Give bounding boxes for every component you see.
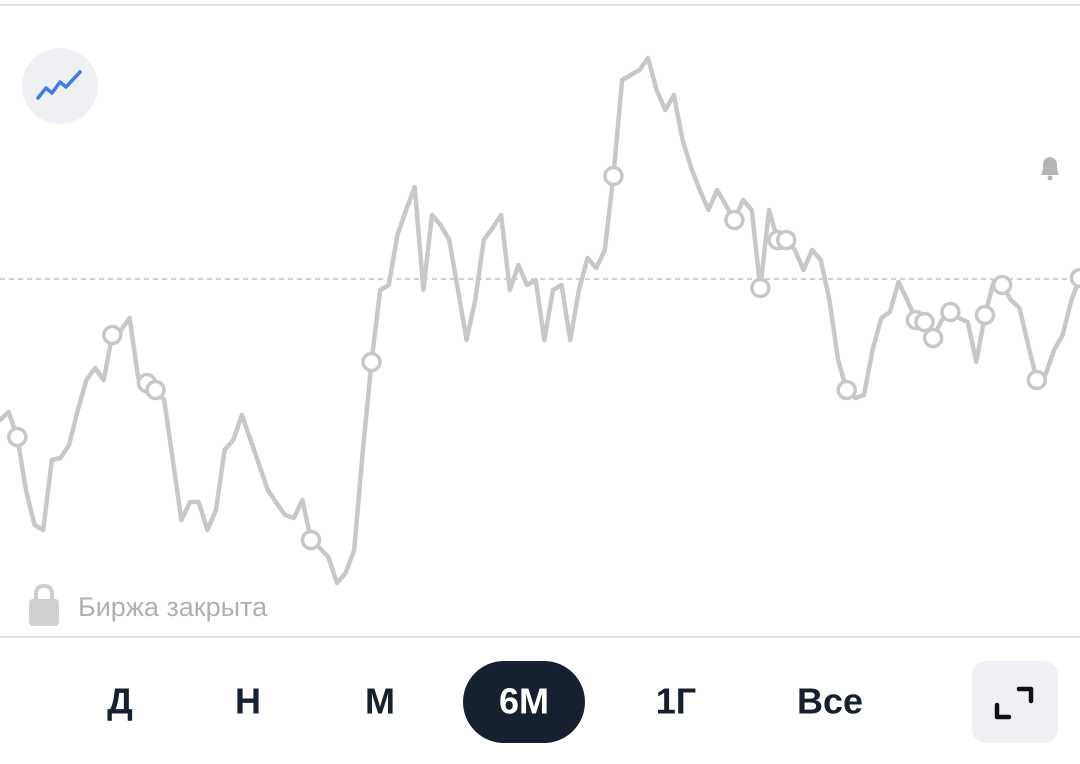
period-button[interactable]: 1Г xyxy=(656,681,696,722)
event-marker xyxy=(916,314,933,331)
event-marker xyxy=(942,304,959,321)
event-marker xyxy=(1072,270,1080,287)
chart-type-button[interactable] xyxy=(22,48,98,124)
period-label: 1Г xyxy=(656,681,696,722)
event-marker xyxy=(104,327,121,344)
event-marker xyxy=(9,429,26,446)
event-marker xyxy=(1028,372,1045,389)
lock-shackle xyxy=(36,586,52,600)
period-button[interactable]: М xyxy=(365,681,395,722)
plot xyxy=(0,58,1080,583)
expand-bg xyxy=(972,661,1058,743)
event-marker xyxy=(303,532,320,549)
period-button[interactable]: Н xyxy=(235,681,261,722)
period-label: Н xyxy=(235,681,261,722)
period-button[interactable]: Д xyxy=(107,681,133,722)
lock-body xyxy=(29,599,59,626)
period-selector: Д Н М 6М 1Г Все xyxy=(107,661,863,743)
event-marker xyxy=(752,280,769,297)
period-label: Все xyxy=(797,681,863,722)
event-marker xyxy=(925,330,942,347)
bell-body xyxy=(1041,157,1059,175)
status-label: Биржа закрыта xyxy=(78,592,268,622)
period-button[interactable]: 6М xyxy=(463,661,585,743)
event-marker xyxy=(726,212,743,229)
period-label: Д xyxy=(107,681,133,722)
event-marker xyxy=(778,232,795,249)
event-marker xyxy=(838,382,855,399)
lock-icon xyxy=(29,586,59,626)
chart-type-bg xyxy=(22,48,98,124)
event-marker xyxy=(363,354,380,371)
expand-button[interactable] xyxy=(972,661,1058,743)
bell-clapper xyxy=(1048,176,1053,181)
period-button[interactable]: Все xyxy=(797,681,863,722)
event-marker xyxy=(147,382,164,399)
period-label: 6М xyxy=(499,681,549,722)
event-marker xyxy=(994,277,1011,294)
period-label: М xyxy=(365,681,395,722)
bell-icon[interactable] xyxy=(1041,157,1059,181)
event-marker xyxy=(976,307,993,324)
event-marker xyxy=(605,168,622,185)
